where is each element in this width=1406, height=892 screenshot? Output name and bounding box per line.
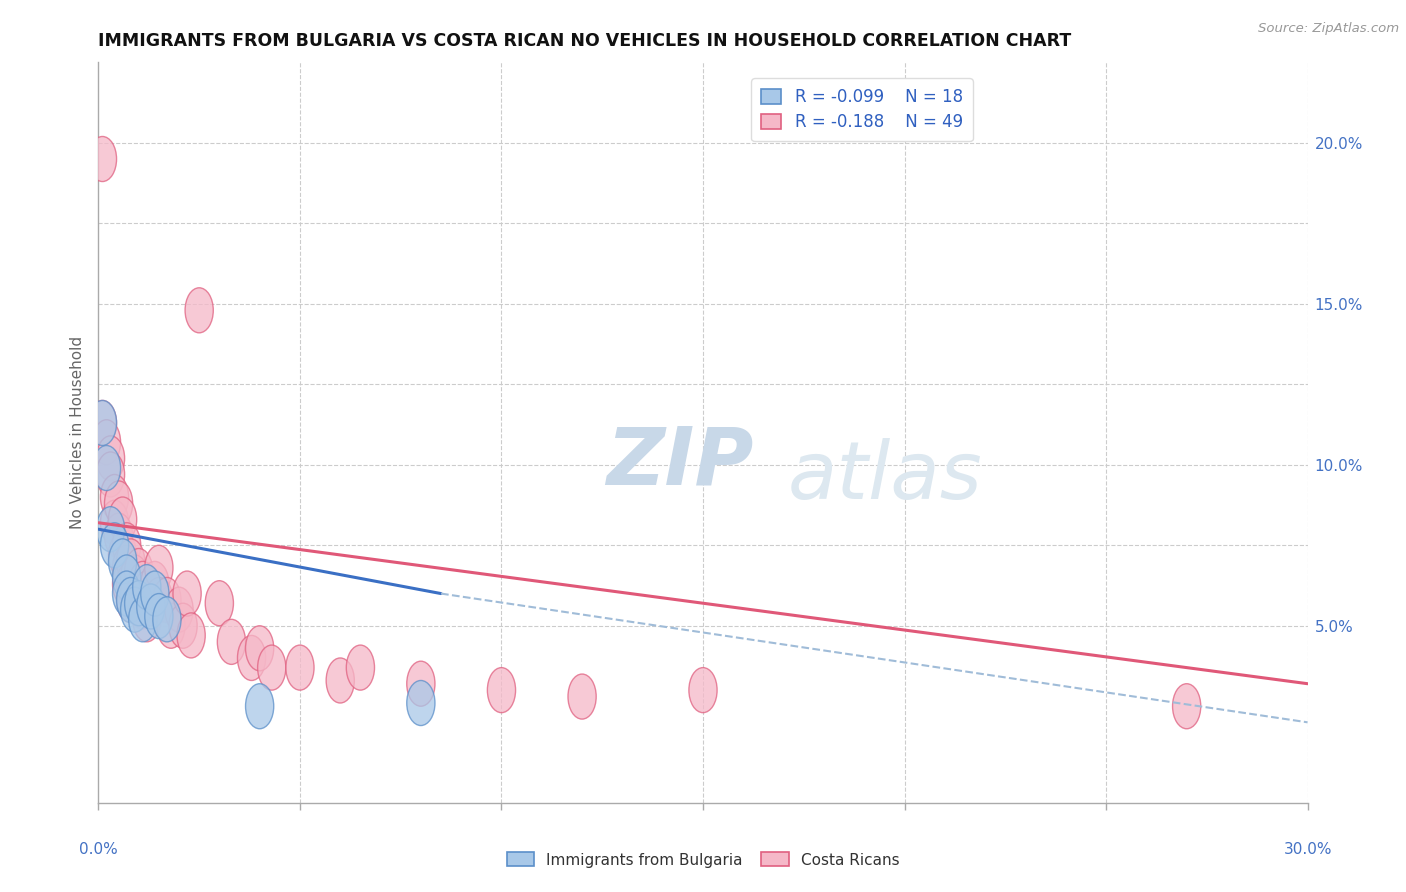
Ellipse shape xyxy=(125,549,153,593)
Ellipse shape xyxy=(257,645,285,690)
Ellipse shape xyxy=(173,571,201,616)
Ellipse shape xyxy=(129,597,157,642)
Ellipse shape xyxy=(132,597,160,642)
Ellipse shape xyxy=(153,577,181,623)
Ellipse shape xyxy=(132,571,160,616)
Ellipse shape xyxy=(112,545,141,591)
Ellipse shape xyxy=(177,613,205,658)
Ellipse shape xyxy=(141,571,169,616)
Ellipse shape xyxy=(406,661,434,706)
Ellipse shape xyxy=(488,667,516,713)
Ellipse shape xyxy=(689,667,717,713)
Ellipse shape xyxy=(1173,683,1201,729)
Ellipse shape xyxy=(100,500,129,545)
Ellipse shape xyxy=(129,584,157,629)
Ellipse shape xyxy=(145,593,173,639)
Legend: R = -0.099    N = 18, R = -0.188    N = 49: R = -0.099 N = 18, R = -0.188 N = 49 xyxy=(751,78,973,141)
Text: IMMIGRANTS FROM BULGARIA VS COSTA RICAN NO VEHICLES IN HOUSEHOLD CORRELATION CHA: IMMIGRANTS FROM BULGARIA VS COSTA RICAN … xyxy=(98,32,1071,50)
Ellipse shape xyxy=(89,401,117,445)
Ellipse shape xyxy=(153,597,181,642)
Legend: Immigrants from Bulgaria, Costa Ricans: Immigrants from Bulgaria, Costa Ricans xyxy=(501,847,905,873)
Ellipse shape xyxy=(108,497,136,542)
Ellipse shape xyxy=(89,136,117,182)
Ellipse shape xyxy=(145,545,173,591)
Text: 0.0%: 0.0% xyxy=(79,842,118,856)
Ellipse shape xyxy=(132,565,160,609)
Ellipse shape xyxy=(238,635,266,681)
Ellipse shape xyxy=(326,658,354,703)
Ellipse shape xyxy=(108,539,136,584)
Y-axis label: No Vehicles in Household: No Vehicles in Household xyxy=(69,336,84,529)
Text: ZIP: ZIP xyxy=(606,423,754,501)
Ellipse shape xyxy=(129,561,157,607)
Ellipse shape xyxy=(136,584,165,629)
Ellipse shape xyxy=(125,577,153,623)
Ellipse shape xyxy=(97,452,125,497)
Ellipse shape xyxy=(141,561,169,607)
Ellipse shape xyxy=(117,561,145,607)
Ellipse shape xyxy=(186,288,214,333)
Ellipse shape xyxy=(93,445,121,491)
Ellipse shape xyxy=(246,683,274,729)
Text: Source: ZipAtlas.com: Source: ZipAtlas.com xyxy=(1258,22,1399,36)
Ellipse shape xyxy=(117,577,145,623)
Ellipse shape xyxy=(121,555,149,600)
Ellipse shape xyxy=(145,577,173,623)
Text: atlas: atlas xyxy=(787,438,983,516)
Ellipse shape xyxy=(112,555,141,600)
Ellipse shape xyxy=(97,436,125,481)
Ellipse shape xyxy=(205,581,233,626)
Ellipse shape xyxy=(100,523,129,568)
Ellipse shape xyxy=(169,603,197,648)
Ellipse shape xyxy=(157,603,186,648)
Ellipse shape xyxy=(165,587,193,632)
Ellipse shape xyxy=(246,626,274,671)
Ellipse shape xyxy=(97,507,125,552)
Ellipse shape xyxy=(104,513,132,558)
Ellipse shape xyxy=(406,681,434,725)
Ellipse shape xyxy=(218,619,246,665)
Text: 30.0%: 30.0% xyxy=(1284,842,1331,856)
Ellipse shape xyxy=(104,481,132,526)
Ellipse shape xyxy=(100,475,129,519)
Ellipse shape xyxy=(125,581,153,626)
Ellipse shape xyxy=(112,561,141,607)
Ellipse shape xyxy=(93,420,121,465)
Ellipse shape xyxy=(112,571,141,616)
Ellipse shape xyxy=(346,645,374,690)
Ellipse shape xyxy=(108,533,136,577)
Ellipse shape xyxy=(121,571,149,616)
Ellipse shape xyxy=(121,587,149,632)
Ellipse shape xyxy=(568,674,596,719)
Ellipse shape xyxy=(112,523,141,568)
Ellipse shape xyxy=(117,539,145,584)
Ellipse shape xyxy=(89,401,117,445)
Ellipse shape xyxy=(285,645,314,690)
Ellipse shape xyxy=(136,581,165,626)
Ellipse shape xyxy=(117,577,145,623)
